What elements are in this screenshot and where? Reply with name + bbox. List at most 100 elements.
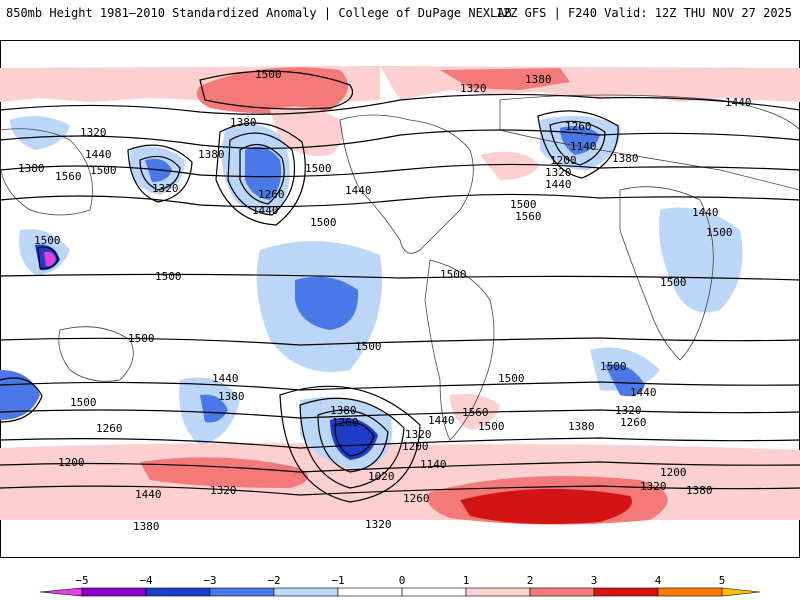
contour-north-pacific-low-3 (215, 122, 306, 226)
contour-label: 1500 (34, 234, 61, 247)
contour-label: 1380 (230, 116, 257, 129)
pos1-band-southern-ocean (0, 443, 800, 520)
contour-label: 1380 (218, 390, 245, 403)
contour-label: 1500 (310, 216, 337, 229)
colorbar-tick-label: 1 (463, 574, 470, 587)
contour-label: 1320 (210, 484, 237, 497)
colorbar-swatch (721, 587, 761, 597)
contour-label: 1320 (640, 480, 667, 493)
pos3-region-southern-ocean (460, 488, 632, 524)
contour-label: 1260 (403, 492, 430, 505)
colorbar-tick-label: 0 (399, 574, 406, 587)
contour-antarctic-low-4 (279, 385, 421, 503)
map-title: 850mb Height 1981–2010 Standardized Anom… (6, 6, 512, 20)
colorbar-tick-label: 5 (719, 574, 726, 587)
contour-label: 1380 (18, 162, 45, 175)
contour-europe-low-2 (537, 110, 619, 179)
coastlines (0, 94, 800, 441)
colorbar-tick-label: −4 (139, 574, 153, 587)
colorbar-swatch (657, 587, 723, 597)
colorbar-swatch (529, 587, 595, 597)
contour-label: 1380 (330, 404, 357, 417)
contour-label: 1320 (80, 126, 107, 139)
contour-label: 1500 (255, 68, 282, 81)
contour-label: 1500 (155, 270, 182, 283)
model-valid-time: 12Z GFS | F240 Valid: 12Z THU NOV 27 202… (495, 6, 792, 20)
contour-europe-low-1 (549, 120, 606, 166)
contour-north-pacific-low-2 (227, 132, 296, 216)
contour-1200-south (0, 485, 800, 496)
contour-label: 1200 (402, 440, 429, 453)
contour-label: 1560 (462, 406, 489, 419)
contour-label: 1500 (706, 226, 733, 239)
contour-label: 1560 (515, 210, 542, 223)
colorbar-swatch (337, 587, 403, 597)
contour-label: 1320 (365, 518, 392, 531)
colorbar-tick-label: 2 (527, 574, 534, 587)
contour-label: 1260 (258, 188, 285, 201)
contour-antarctic-low-2 (317, 409, 389, 473)
colorbar-swatch (401, 587, 467, 597)
contour-label: 1200 (660, 466, 687, 479)
colorbar-swatch (273, 587, 339, 597)
pos2-region-north-pacific (196, 67, 348, 114)
contour-label: 1500 (600, 360, 627, 373)
colorbar-swatch (209, 587, 275, 597)
contour-label: 1500 (70, 396, 97, 409)
contour-label: 1260 (620, 416, 647, 429)
contour-label: 1260 (332, 416, 359, 429)
contour-1440-south (0, 381, 800, 391)
colorbar-tick-label: −1 (331, 574, 344, 587)
neg1-region-east-africa (659, 207, 743, 313)
contour-label: 1500 (90, 164, 117, 177)
contour-label: 1440 (85, 148, 112, 161)
neg1-region-siberia-west (10, 116, 70, 150)
contour-label: 1260 (565, 120, 592, 133)
north-america-outline (339, 114, 474, 254)
contour-1500-south (0, 337, 800, 346)
colorbar-tick-label: −2 (267, 574, 280, 587)
colorbar-swatches (39, 587, 761, 597)
contour-label: 1380 (568, 420, 595, 433)
contour-label: 1200 (550, 154, 577, 167)
contour-1500-arctic (199, 70, 354, 110)
contour-label: 1440 (428, 414, 455, 427)
anomaly-map: 1500 1320 1380 1440 1320 1380 1500 1440 … (0, 40, 800, 558)
contour-label: 1440 (135, 488, 162, 501)
asia-east-outline (0, 128, 93, 216)
contour-south-atlantic-low (0, 377, 43, 423)
contour-label: 1500 (660, 276, 687, 289)
contour-label: 1440 (725, 96, 752, 109)
colorbar-ticks: −5 −4 −3 −2 −1 0 1 2 3 4 5 (75, 574, 725, 587)
height-contours (0, 70, 800, 503)
colorbar-tick-label: 4 (655, 574, 662, 587)
contour-label: 1260 (96, 422, 123, 435)
contour-label: 1320 (460, 82, 487, 95)
colorbar-swatch (39, 587, 83, 597)
contour-label: 1440 (212, 372, 239, 385)
contour-kamchatka-low-2 (127, 144, 193, 203)
pos1-region-north-atlantic (270, 106, 344, 156)
contour-label: 1200 (58, 456, 85, 469)
contour-label: 1320 (615, 404, 642, 417)
neg2-region-tropical-south-pacific (295, 276, 359, 330)
australia-outline (58, 326, 134, 382)
pos1-region-europe (480, 151, 540, 180)
contour-label: 1500 (478, 420, 505, 433)
contour-label: 1380 (198, 148, 225, 161)
contour-label: 1140 (570, 140, 597, 153)
contour-label: 1320 (405, 428, 432, 441)
contour-label: 1440 (630, 386, 657, 399)
contour-label: 1380 (525, 73, 552, 86)
neg5-region-west-tropics (44, 251, 56, 267)
contour-label: 1500 (128, 332, 155, 345)
contour-1380-south (0, 409, 800, 419)
contour-1560-north (0, 193, 800, 208)
contour-label: 1140 (420, 458, 447, 471)
contour-label: 1500 (440, 268, 467, 281)
contour-label-group: 1500 1320 1380 1440 1320 1380 1500 1440 … (18, 68, 752, 533)
contour-label: 1380 (133, 520, 160, 533)
contour-label: 1380 (612, 152, 639, 165)
south-america-outline (424, 259, 495, 441)
contour-1500-tropics (0, 273, 800, 281)
